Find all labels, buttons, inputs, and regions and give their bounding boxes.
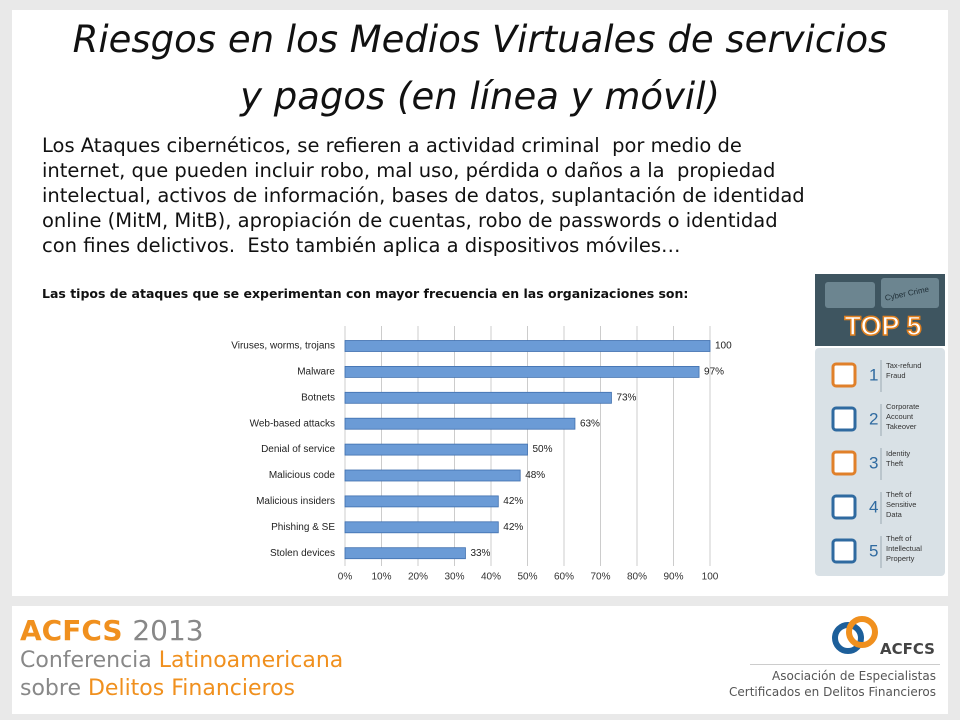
divider xyxy=(750,664,940,665)
item-text: Fraud xyxy=(886,371,906,380)
value-label: 97% xyxy=(704,367,724,378)
text: sobre xyxy=(20,676,81,701)
item-text: Theft xyxy=(886,459,904,468)
bar xyxy=(344,340,711,352)
text: Delitos Financieros xyxy=(87,676,295,701)
item-icon xyxy=(831,450,857,476)
x-tick-label: 20% xyxy=(408,572,428,583)
x-tick-label: 80% xyxy=(627,572,647,583)
subtitle: Las tipos de ataques que se experimentan… xyxy=(42,286,689,301)
value-label: 100% xyxy=(715,341,732,352)
y-tick-label: Botnets xyxy=(301,392,335,403)
y-tick-label: Viruses, worms, trojans xyxy=(231,341,335,352)
item-number: 3 xyxy=(869,453,878,472)
y-tick-label: Malicious insiders xyxy=(256,496,335,507)
logo-text: ACFCS xyxy=(880,640,935,658)
item-icon xyxy=(831,494,857,520)
item-text: Account xyxy=(886,412,914,421)
text: Conferencia xyxy=(20,648,152,673)
bar xyxy=(344,366,700,378)
value-label: 48% xyxy=(525,470,545,481)
x-tick-label: 90% xyxy=(663,572,683,583)
chart: 0% 10% 20% 30% 40% 50% 60% 70% 80% 90% 100 Viruses,… xyxy=(183,318,732,594)
item-number: 5 xyxy=(869,541,878,560)
bar xyxy=(344,443,528,456)
item-icon xyxy=(831,538,857,564)
item-number: 2 xyxy=(869,409,878,428)
item-text: Corporate xyxy=(886,402,919,411)
value-label: 50% xyxy=(533,444,553,455)
item-text: Theft of xyxy=(886,534,912,543)
item-text: Intellectual xyxy=(886,544,922,553)
y-tick-label: Web-based attacks xyxy=(250,418,335,429)
x-tick-label: 70% xyxy=(590,572,610,583)
body-line: online (MitM, MitB), apropiación de cuen… xyxy=(42,209,778,232)
key xyxy=(825,282,875,308)
value-label: 33% xyxy=(470,548,490,559)
event-line: ACFCS 2013 xyxy=(20,614,204,647)
bar xyxy=(344,469,521,482)
body-line: intelectual, activos de información, bas… xyxy=(42,184,805,207)
body-line: internet, que pueden incluir robo, mal u… xyxy=(42,159,776,182)
item-text: Identity xyxy=(886,449,910,458)
x-tick-label: 50% xyxy=(517,572,537,583)
title: Riesgos en los Medios Virtuales de servi… xyxy=(72,18,888,61)
item-text: Sensitive xyxy=(886,500,916,509)
x-tick-label: 60% xyxy=(554,572,574,583)
item-number: 4 xyxy=(869,497,878,516)
value-label: 63% xyxy=(580,418,600,429)
item-text: Data xyxy=(886,510,903,519)
brand: ACFCS xyxy=(20,614,123,647)
org-line: Certificados en Delitos Financieros xyxy=(729,685,936,699)
org: Asociación de Especialistas Certificados… xyxy=(729,668,936,700)
y-tick-label: Malware xyxy=(297,367,335,378)
text: Latinoamericana xyxy=(158,648,344,673)
y-tick-label: Malicious code xyxy=(269,470,336,481)
y-tick-label: Denial of service xyxy=(261,444,335,455)
year: 2013 xyxy=(132,614,204,647)
value-label: 42% xyxy=(503,522,523,533)
item-text: Takeover xyxy=(886,422,917,431)
item-icon xyxy=(831,406,857,432)
bar xyxy=(344,547,466,560)
key xyxy=(881,278,939,308)
sidebar-header: TOP 5 xyxy=(844,311,921,341)
y-tick-label: Phishing & SE xyxy=(271,522,335,533)
value-label: 42% xyxy=(503,496,523,507)
y-tick-label: Stolen devices xyxy=(270,548,335,559)
org-line: Asociación de Especialistas xyxy=(772,669,936,683)
x-tick-label: 0% xyxy=(338,572,353,583)
item-number: 1 xyxy=(869,365,878,384)
footer: ACFCS 2013 Conferencia Latinoamericana s… xyxy=(12,606,948,714)
body-line: Los Ataques cibernéticos, se refieren a … xyxy=(42,134,742,157)
bar xyxy=(344,417,576,430)
item-text: Property xyxy=(886,554,915,563)
bar xyxy=(344,495,499,508)
x-tick-label: 30% xyxy=(444,572,464,583)
item-text: Theft of xyxy=(886,490,912,499)
bar xyxy=(344,391,612,404)
title: y pagos (en línea y móvil) xyxy=(240,75,720,118)
item-icon xyxy=(831,362,857,388)
x-tick-label: 100 xyxy=(702,572,719,583)
body-line: con fines delictivos. Esto también aplic… xyxy=(42,234,681,257)
event-line: Conferencia Latinoamericana xyxy=(20,648,343,673)
event-line: sobre Delitos Financieros xyxy=(20,676,295,701)
bar xyxy=(344,521,499,534)
logo xyxy=(832,616,878,654)
x-tick-label: 10% xyxy=(371,572,391,583)
item-text: Tax-refund xyxy=(886,361,921,370)
sidebar: Cyber Crime TOP 5 1 Tax-refundFraud2Corpo… xyxy=(815,274,945,576)
value-label: 73% xyxy=(616,392,636,403)
slide: Riesgos en los Medios Virtuales de servi… xyxy=(12,10,948,596)
x-tick-label: 40% xyxy=(481,572,501,583)
